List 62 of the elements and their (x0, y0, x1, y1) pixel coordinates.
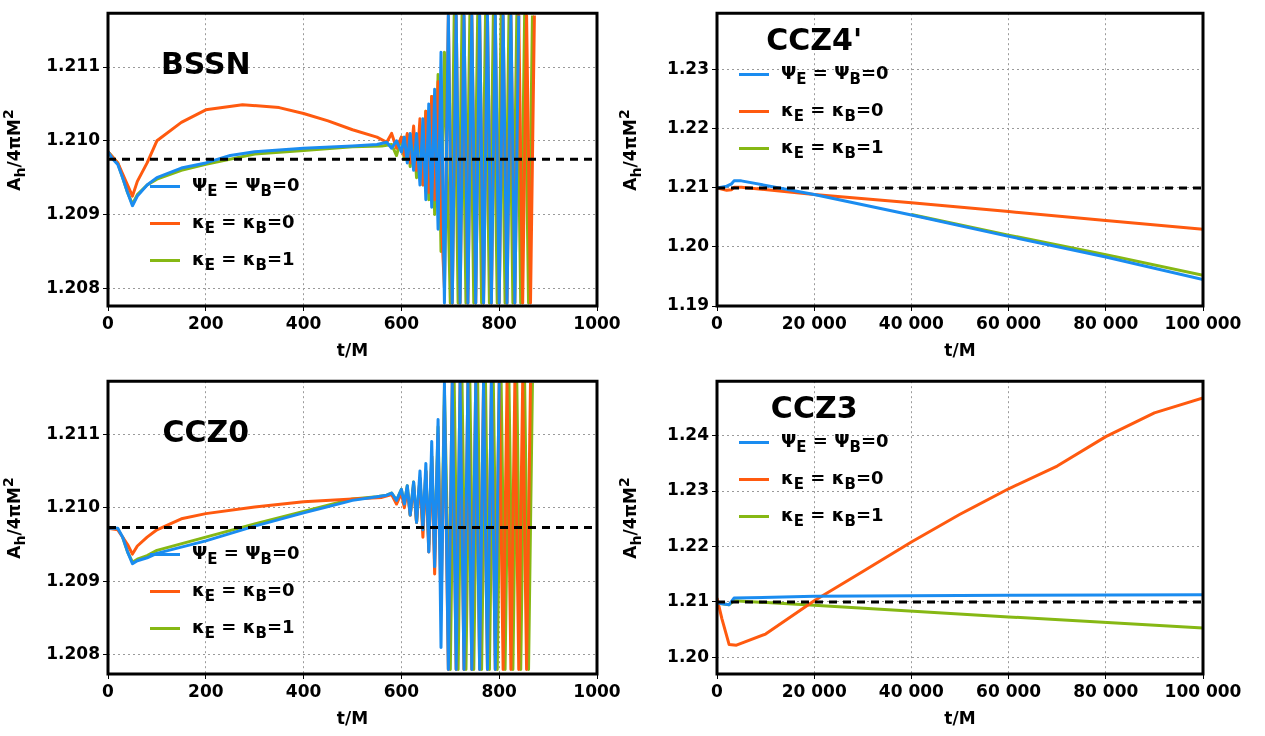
y-tick-label: 1.23 (667, 58, 709, 79)
legend-label: κ$_{E}$ = κ$_{B}$=0 (192, 578, 295, 605)
legend-label: κ$_{E}$ = κ$_{B}$=1 (781, 503, 884, 530)
x-tick-label: 1000 (573, 680, 621, 701)
y-tick-label: 1.21 (667, 590, 709, 611)
x-tick-label: 100 000 (1164, 680, 1242, 701)
x-tick-label: 20 000 (781, 680, 847, 701)
y-tick-label: 1.209 (46, 202, 100, 223)
y-tick-label: 1.209 (46, 569, 100, 590)
legend-label: Ψ$_{E}$ = Ψ$_{B}$=0 (192, 173, 300, 200)
y-tick-label: 1.21 (667, 176, 709, 197)
y-tick-label: 1.208 (46, 643, 100, 664)
x-tick-label: 400 (285, 312, 322, 333)
x-tick-label: 80 000 (1073, 680, 1139, 701)
y-tick-label: 1.19 (667, 294, 709, 315)
y-tick-label: 1.211 (46, 422, 100, 443)
x-axis-title: t/M (335, 708, 370, 728)
x-tick-label: 60 000 (976, 680, 1042, 701)
x-tick-label: 100 000 (1164, 312, 1242, 333)
legend-label: Ψ$_{E}$ = Ψ$_{B}$=0 (192, 541, 300, 568)
y-tick-label: 1.211 (46, 55, 100, 76)
legend-label: κ$_{E}$ = κ$_{B}$=1 (192, 615, 295, 642)
y-tick-label: 1.23 (667, 479, 709, 500)
x-tick-label: 0 (102, 680, 115, 701)
text: BSSN (160, 45, 251, 81)
legend-label: κ$_{E}$ = κ$_{B}$=0 (781, 98, 884, 125)
legend-label: κ$_{E}$ = κ$_{B}$=1 (192, 247, 295, 274)
chart-title: CCZ3 (770, 390, 858, 426)
x-tick-label: 40 000 (878, 680, 945, 701)
legend-label: Ψ$_{E}$ = Ψ$_{B}$=0 (781, 61, 889, 88)
x-tick-label: 40 000 (878, 312, 945, 333)
y-tick-label: 1.24 (667, 423, 710, 444)
x-tick-label: 400 (285, 680, 322, 701)
y-tick-label: 1.210 (46, 129, 101, 150)
x-axis-title: t/M (335, 340, 370, 360)
x-tick-label: 0 (102, 312, 115, 333)
y-tick-label: 1.20 (667, 645, 710, 666)
x-tick-label: 80 000 (1073, 312, 1139, 333)
legend-label: κ$_{E}$ = κ$_{B}$=0 (192, 210, 295, 237)
legend-label: κ$_{E}$ = κ$_{B}$=1 (781, 135, 884, 162)
x-tick-label: 200 (188, 312, 224, 333)
x-tick-label: 600 (383, 312, 420, 333)
x-axis-title: t/M (943, 708, 977, 728)
legend-label: κ$_{E}$ = κ$_{B}$=0 (781, 466, 884, 493)
chart-title: CCZ4' (766, 22, 863, 58)
x-tick-label: 0 (711, 680, 724, 701)
y-tick-label: 1.22 (667, 534, 709, 555)
x-tick-label: 800 (481, 680, 518, 701)
x-tick-label: 600 (383, 680, 420, 701)
legend-label: Ψ$_{E}$ = Ψ$_{B}$=0 (781, 429, 889, 456)
x-tick-label: 1000 (573, 312, 621, 333)
x-tick-label: 20 000 (781, 312, 847, 333)
y-tick-label: 1.20 (667, 235, 710, 256)
x-tick-label: 200 (188, 680, 224, 701)
x-tick-label: 60 000 (976, 312, 1042, 333)
y-tick-label: 1.210 (46, 496, 101, 517)
x-tick-label: 800 (481, 312, 518, 333)
x-axis-title: t/M (943, 340, 977, 360)
x-tick-label: 0 (711, 312, 724, 333)
y-tick-label: 1.208 (46, 276, 100, 297)
text: CCZ0 (162, 413, 250, 449)
y-tick-label: 1.22 (667, 117, 709, 138)
